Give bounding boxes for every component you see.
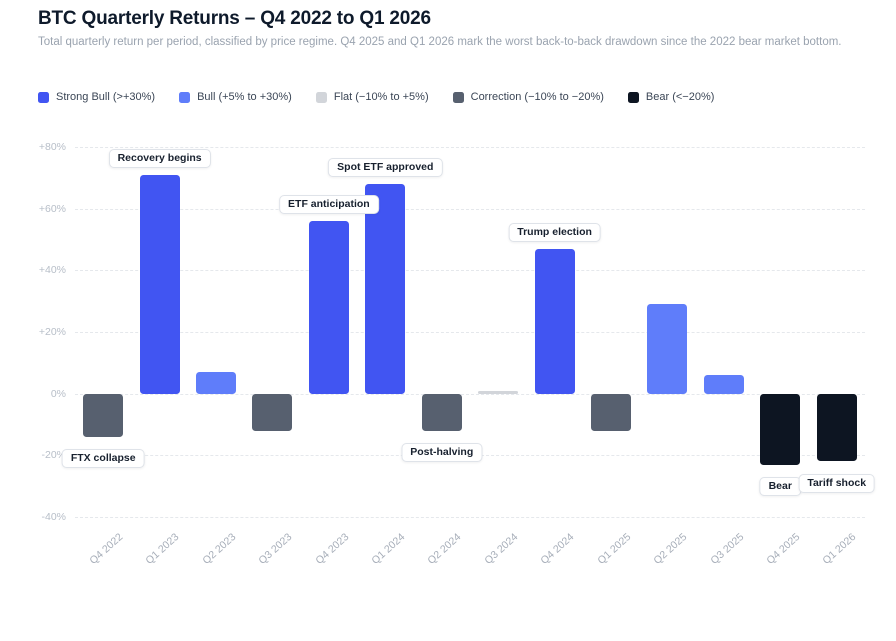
annotation-badge: ETF anticipation (279, 195, 379, 214)
plot-area: FTX collapse Q4 2022 Recovery begins Q1 202… (61, 147, 876, 567)
x-axis-tick-label: Q1 2024 (369, 531, 408, 567)
chart-slot-q4-2024: Trump election Q4 2024 (508, 147, 601, 567)
chart-bar-q4-2025[interactable] (760, 393, 801, 465)
chart-bar-q4-2024[interactable] (534, 248, 575, 394)
y-axis-tick-label: -20% (41, 449, 66, 462)
legend-item-bear[interactable]: Bear (<−20%) (627, 91, 715, 103)
chart-slot-q1-2025: Q1 2025 (583, 147, 639, 567)
annotation-badge: Trump election (508, 222, 601, 242)
chart-slot-q2-2025: Q2 2025 (639, 147, 695, 567)
x-axis-tick-label: Q1 2023 (143, 531, 182, 567)
y-axis-tick-label: +40% (38, 264, 66, 277)
x-axis-tick-label: Q2 2023 (200, 531, 239, 567)
chart-bar-q1-2025[interactable] (591, 393, 631, 431)
y-axis-tick-label: +80% (38, 141, 66, 153)
legend-item-strong_bull[interactable]: Strong Bull (>+30%) (38, 91, 155, 103)
chart-bar-q3-2024[interactable] (478, 390, 519, 394)
chart-bar-q4-2023[interactable] (308, 221, 349, 394)
x-axis-tick-label: Q4 2022 (87, 531, 126, 567)
gridline (75, 332, 865, 333)
chart-slot-q3-2024: Q3 2024 (470, 147, 526, 567)
chart-bar-q2-2024[interactable] (421, 393, 462, 431)
x-axis-tick-label: Q4 2024 (538, 531, 577, 567)
chart-slot-q1-2024: Spot ETF approved Q1 2024 (328, 147, 443, 567)
chart-bar-q4-2022[interactable] (83, 393, 124, 437)
gridline (75, 208, 865, 210)
x-axis-tick-label: Q4 2023 (312, 531, 351, 567)
chart-bar-q2-2025[interactable] (647, 304, 688, 394)
chart-bar-q3-2025[interactable] (703, 375, 744, 394)
chart-bar-q2-2023[interactable] (196, 372, 237, 394)
legend-swatch-flat (315, 91, 327, 103)
chart-slot-q1-2026: Tariff shock Q1 2026 (798, 147, 876, 567)
legend-label: Flat (−10% to +5%) (333, 91, 429, 103)
y-axis-tick-label: +60% (38, 202, 66, 215)
chart-slot-q3-2023: Q3 2023 (244, 147, 300, 567)
legend-swatch-bear (627, 91, 639, 103)
annotation-badge: Tariff shock (798, 473, 876, 493)
y-axis-tick-label: -40% (41, 511, 66, 523)
x-axis-tick-label: Q3 2023 (256, 531, 295, 567)
chart-slot-q2-2024: Post-halving Q2 2024 (401, 147, 483, 567)
legend-swatch-bull (179, 91, 191, 103)
annotation-badge: Post-halving (401, 442, 483, 462)
annotation-badge: Bear (759, 476, 801, 496)
chart-slot-q4-2025: Bear Q4 2025 (752, 147, 808, 567)
chart-bar-q3-2023[interactable] (252, 393, 293, 431)
x-axis-tick-label: Q3 2025 (707, 531, 746, 567)
legend-label: Bear (<−20%) (645, 91, 715, 103)
bar-chart: +80% +60% +40% +20% 0% -20% -40% FTX collapse Q4… (0, 141, 896, 607)
x-axis-tick-label: Q4 2025 (764, 531, 803, 567)
legend-item-flat[interactable]: Flat (−10% to +5%) (315, 91, 429, 103)
zero-gridline (75, 393, 865, 395)
chart-legend: Strong Bull (>+30%) Bull (+5% to +30%) Fla… (38, 91, 714, 103)
gridline (75, 517, 865, 518)
page-title: BTC Quarterly Returns – Q4 2022 to Q1 20… (38, 8, 431, 29)
x-axis-tick-label: Q2 2024 (425, 531, 464, 567)
y-axis-tick-label: 0% (50, 387, 66, 400)
legend-swatch-correction (452, 91, 464, 103)
chart-bar-q1-2026[interactable] (816, 393, 857, 462)
chart-slot-q1-2023: Recovery begins Q1 2023 (108, 147, 211, 567)
legend-label: Correction (−10% to −20%) (470, 91, 604, 103)
chart-slot-q2-2023: Q2 2023 (188, 147, 244, 567)
annotation-badge: Spot ETF approved (328, 158, 443, 177)
x-axis-tick-label: Q2 2025 (651, 531, 690, 567)
chart-bar-q1-2023[interactable] (139, 174, 180, 394)
legend-label: Strong Bull (>+30%) (56, 91, 156, 103)
y-axis-tick-label: +20% (38, 326, 66, 338)
legend-swatch-strong_bull (38, 91, 49, 103)
chart-slot-q3-2025: Q3 2025 (696, 147, 752, 567)
legend-item-correction[interactable]: Correction (−10% to −20%) (452, 91, 604, 103)
annotation-badge: FTX collapse (61, 448, 145, 468)
page-subtitle: Total quarterly return per period, class… (38, 36, 842, 48)
x-axis-tick-label: Q1 2025 (595, 531, 634, 567)
x-axis-tick-label: Q1 2026 (820, 531, 859, 567)
legend-label: Bull (+5% to +30%) (197, 91, 292, 103)
chart-slot-q4-2023: ETF anticipation Q4 2023 (279, 147, 379, 567)
gridline (75, 270, 865, 272)
chart-bar-q1-2024[interactable] (365, 184, 406, 394)
legend-item-bull[interactable]: Bull (+5% to +30%) (179, 91, 292, 103)
gridline (75, 147, 865, 148)
annotation-badge: Recovery begins (108, 148, 211, 168)
x-axis-tick-label: Q3 2024 (482, 531, 521, 567)
chart-slot-q4-2022: FTX collapse Q4 2022 (61, 147, 145, 567)
